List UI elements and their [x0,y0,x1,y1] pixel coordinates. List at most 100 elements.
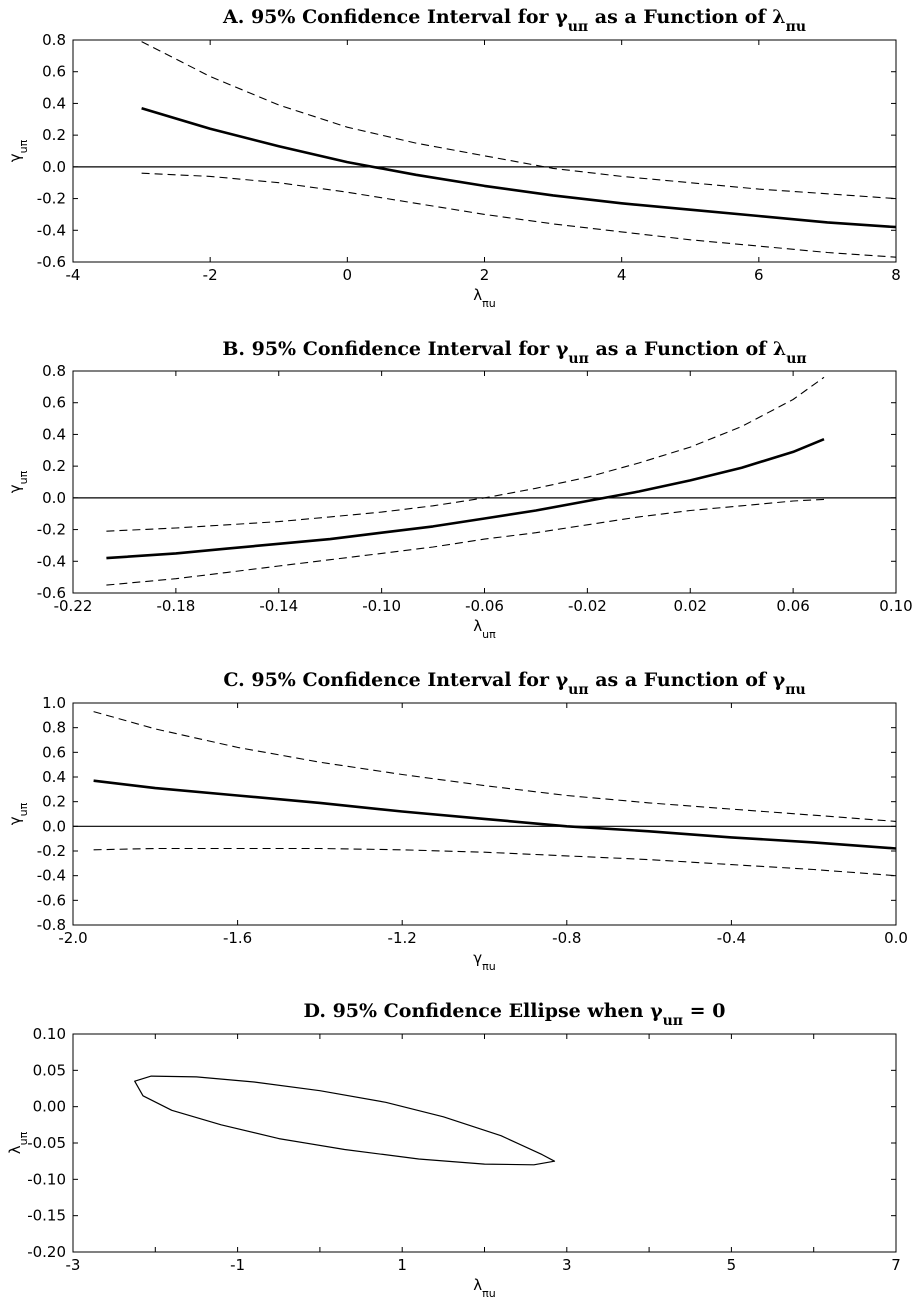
upper-bound-line [106,376,825,532]
x-axis-label: γπu [473,949,496,973]
panel-c: C. 95% Confidence Interval for γuπ as a … [6,669,908,973]
x-tick-label: 1 [397,1256,407,1274]
title-variable-subscript: πu [785,682,805,698]
y-axis-label: γuπ [6,802,30,825]
lower-bound-line [93,847,897,877]
y-tick-label: 0.05 [33,1061,66,1079]
upper-bound-line [93,711,897,822]
x-tick-label: 4 [617,266,627,284]
y-tick-label: -0.20 [27,1243,66,1261]
y-axis-subscript: uπ [17,470,30,484]
y-tick-label: 0.0 [42,489,66,507]
upper-bound-line [141,41,897,200]
y-tick-label: -0.2 [37,190,66,208]
x-tick-label: -0.4 [717,929,746,947]
x-axis-label: λπu [473,1276,496,1300]
point-estimate-line [93,779,897,850]
panel-d: D. 95% Confidence Ellipse when γuπ = 0-0… [6,1000,901,1300]
y-tick-label: -0.6 [37,253,66,271]
y-axis-subscript: uπ [17,139,30,153]
x-tick-label: -3 [66,1256,81,1274]
y-tick-label: 0.00 [33,1098,66,1116]
y-tick-label: -0.4 [37,867,66,885]
x-axis-subscript: πu [482,1287,496,1300]
y-tick-label: 0.8 [42,362,66,380]
y-tick-label: 0.2 [42,457,66,475]
y-tick-label: -0.6 [37,891,66,909]
x-axis-subscript: πu [482,297,496,310]
y-tick-label: 0.4 [42,425,66,443]
title-prefix: C. 95% Confidence Interval for [223,669,555,691]
y-tick-label: 1.0 [42,694,66,712]
y-tick-label: 0.10 [33,1025,66,1043]
x-axis-symbol: λ [473,617,482,635]
y-tick-label: -0.8 [37,916,66,934]
y-tick-label: 0.0 [42,817,66,835]
y-tick-label: 0.6 [42,394,66,412]
title-middle: as a Function of [588,6,772,28]
y-tick-label: -0.15 [27,1207,66,1225]
title-gamma-subscript: uπ [568,682,588,698]
y-axis-subscript: uπ [17,1131,30,1145]
x-tick-label: 7 [891,1256,901,1274]
title-gamma: γ [555,6,568,28]
y-tick-label: -0.4 [37,552,66,570]
x-tick-label: -4 [66,266,81,284]
x-tick-label: 8 [891,266,901,284]
y-tick-label: 0.8 [42,719,66,737]
x-tick-label: 3 [562,1256,572,1274]
x-tick-label: 5 [727,1256,737,1274]
y-tick-label: -0.4 [37,221,66,239]
y-tick-label: -0.05 [27,1134,66,1152]
lower-bound-line [106,498,825,586]
x-axis-label: λπu [473,286,496,310]
point-estimate-line [141,106,897,229]
x-axis-subscript: πu [482,960,496,973]
title-variable: γ [773,669,786,691]
x-tick-label: -2.0 [58,929,87,947]
lower-bound-line [141,172,897,258]
y-axis-label: γuπ [6,470,30,493]
x-axis-symbol: γ [473,949,482,967]
x-tick-label: -1.2 [388,929,417,947]
y-tick-label: 0.2 [42,126,66,144]
title-prefix: B. 95% Confidence Interval for [222,338,556,360]
x-tick-label: -0.10 [362,597,401,615]
title-variable-subscript: uπ [786,351,806,367]
title-gamma-subscript: uπ [663,1013,683,1029]
y-tick-label: -0.6 [37,584,66,602]
title-variable: λ [773,338,786,360]
title-middle: = 0 [683,1000,725,1022]
panel-a: A. 95% Confidence Interval for γuπ as a … [6,6,901,310]
x-tick-label: -2 [203,266,218,284]
panel-c-frame [72,702,897,926]
x-tick-label: -0.18 [156,597,195,615]
y-tick-label: 0.4 [42,94,66,112]
y-axis-symbol: λ [6,1145,24,1154]
y-tick-label: -0.2 [37,521,66,539]
title-middle: as a Function of [589,669,773,691]
x-axis-subscript: uπ [482,628,496,641]
y-tick-label: 0.6 [42,63,66,81]
panel-a-title: A. 95% Confidence Interval for γuπ as a … [222,6,806,35]
panel-d-title: D. 95% Confidence Ellipse when γuπ = 0 [304,1000,726,1029]
x-axis-label: λuπ [473,617,496,641]
y-tick-label: 0.6 [42,743,66,761]
x-tick-label: 0 [343,266,353,284]
y-tick-label: -0.10 [27,1170,66,1188]
title-variable: λ [772,6,785,28]
x-tick-label: -0.02 [568,597,607,615]
x-tick-label: 0.0 [884,929,908,947]
panel-a-frame [72,39,897,263]
x-tick-label: -1 [230,1256,245,1274]
x-axis-symbol: λ [473,1276,482,1294]
y-tick-label: -0.2 [37,842,66,860]
x-tick-label: -0.22 [54,597,93,615]
x-tick-label: -1.6 [223,929,252,947]
x-axis-symbol: λ [473,286,482,304]
point-estimate-line [106,437,825,560]
panel-b: B. 95% Confidence Interval for γuπ as a … [6,338,913,641]
title-gamma: γ [650,1000,663,1022]
x-tick-label: 2 [480,266,490,284]
title-prefix: D. 95% Confidence Ellipse when [304,1000,651,1022]
